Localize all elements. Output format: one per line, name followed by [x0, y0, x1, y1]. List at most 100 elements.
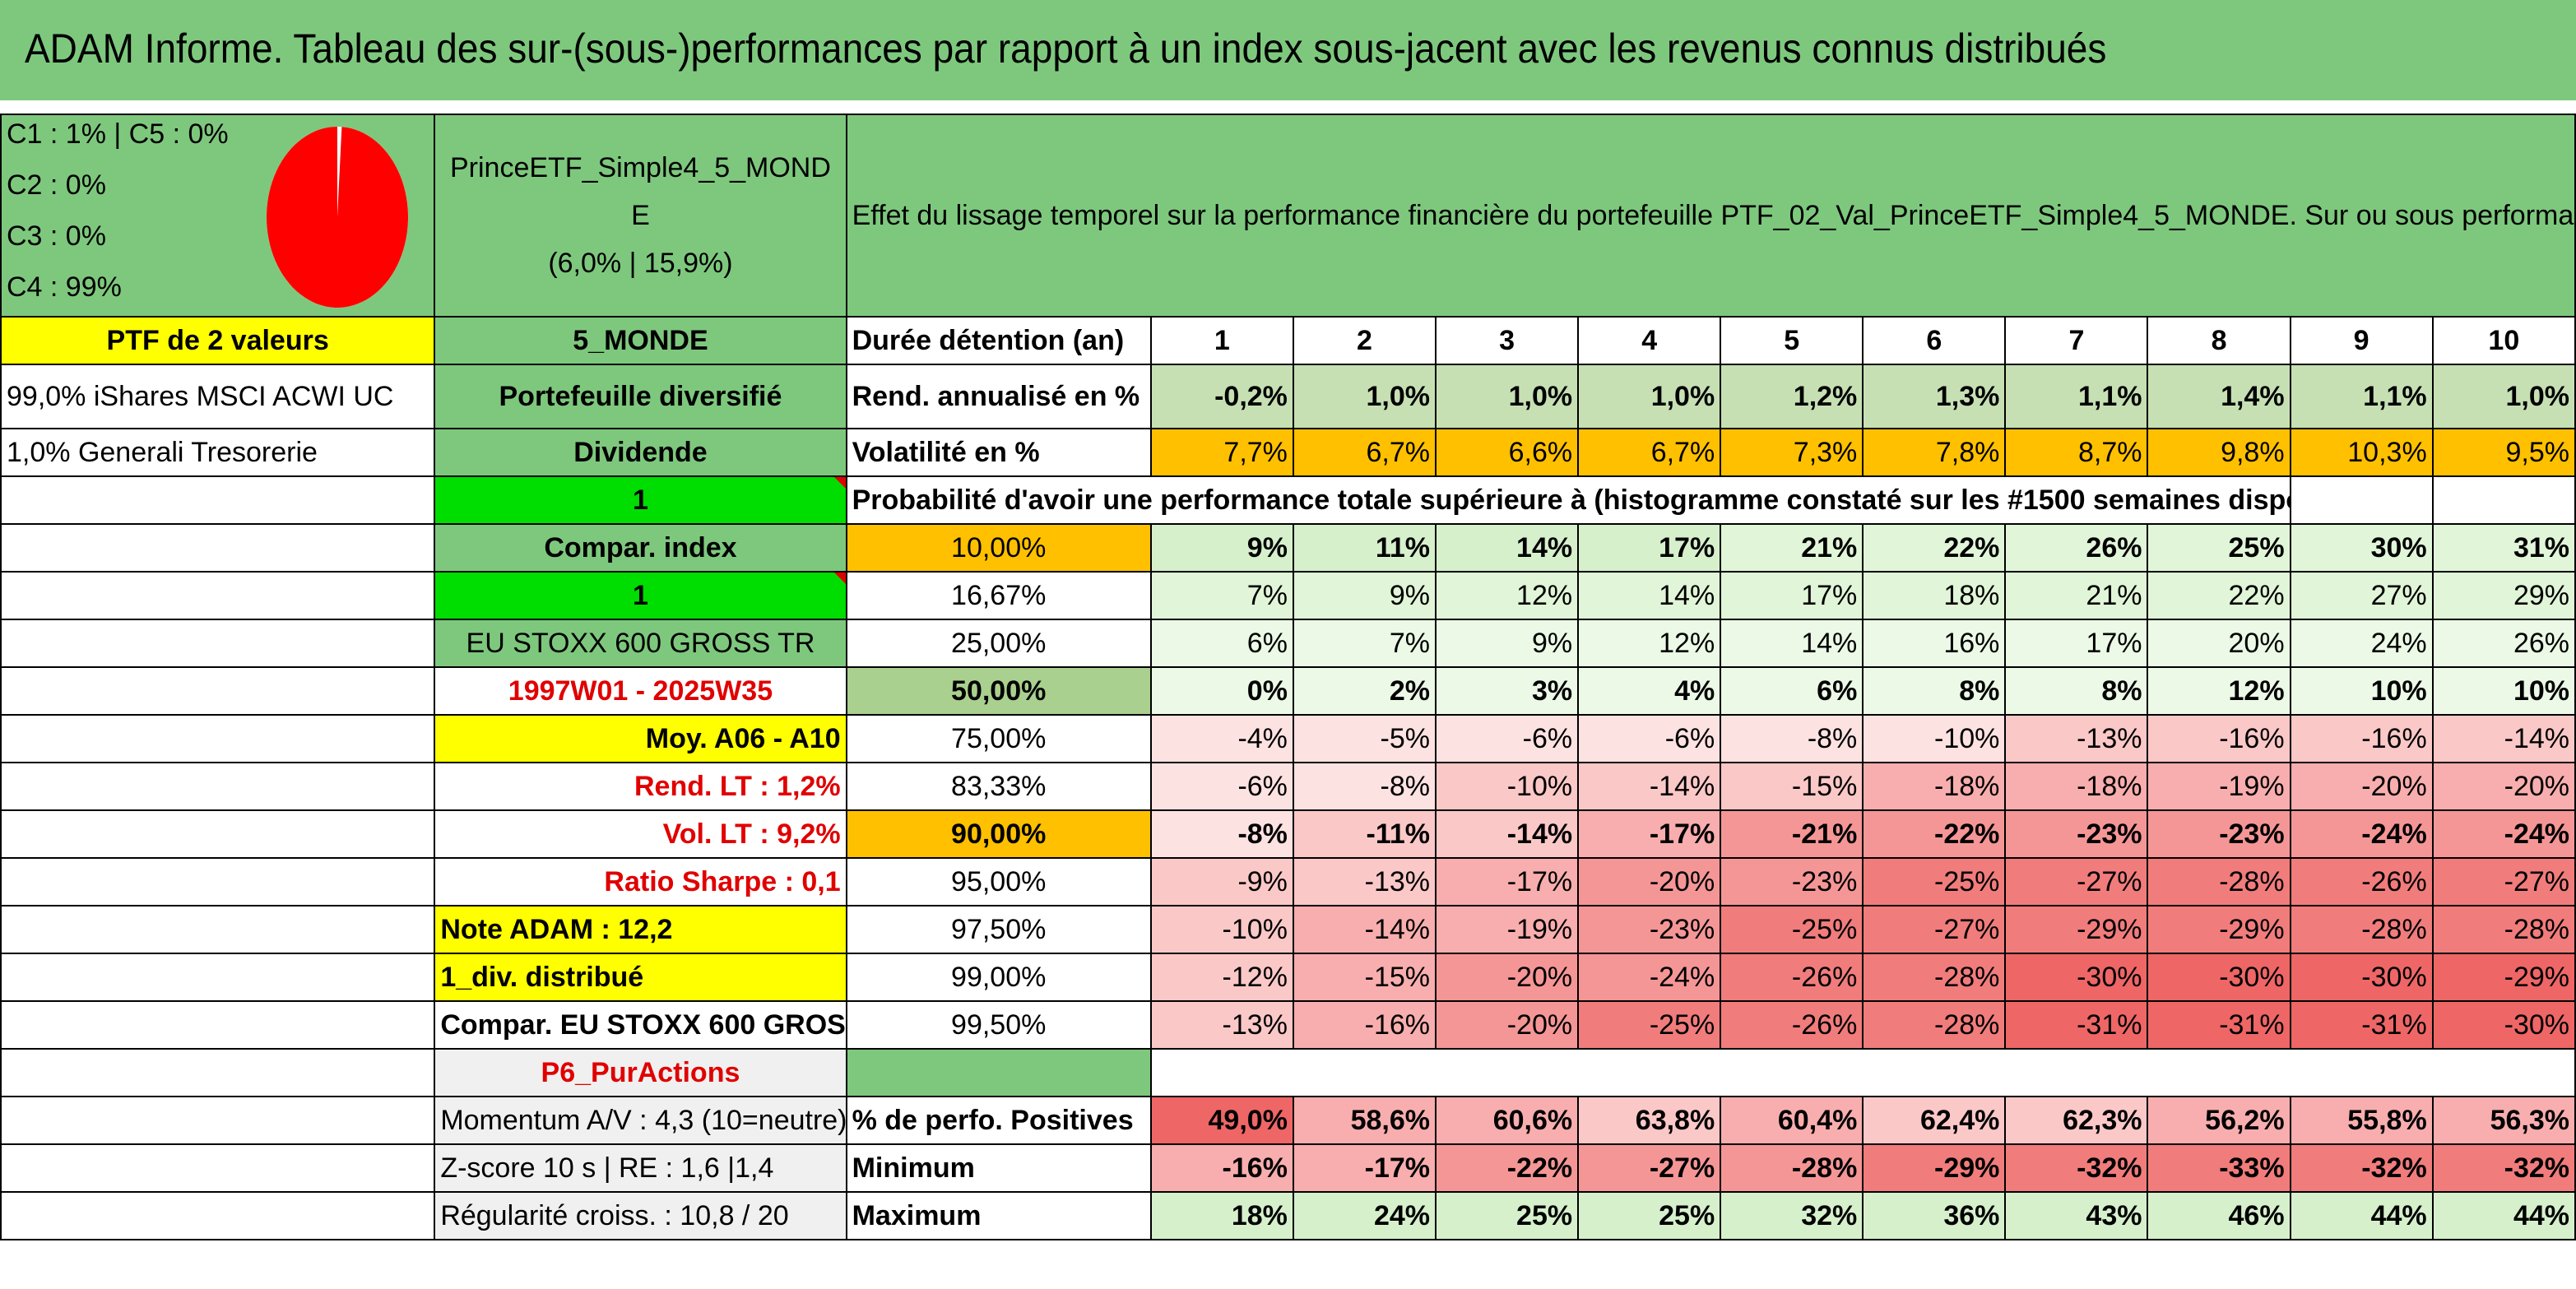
minimum-1: -16%	[1149, 1143, 1294, 1193]
portfolio-type: Portefeuille diversifié	[434, 364, 847, 429]
year-2: 2	[1292, 316, 1437, 365]
compar-index: Compar. index	[434, 523, 847, 573]
proba-value: 24%	[2289, 619, 2434, 668]
proba-value: 21%	[2004, 571, 2149, 620]
proba-value: -30%	[2004, 953, 2149, 1002]
proba-value: -28%	[2431, 905, 2576, 954]
proba-value: 14%	[1720, 619, 1864, 668]
dividende-label: Dividende	[434, 428, 847, 477]
spacer	[0, 100, 2576, 114]
performance-table: C1 : 1% | C5 : 0% C2 : 0% C3 : 0% C4 : 9…	[0, 114, 2576, 1240]
vol-6: 7,8%	[1862, 428, 2007, 477]
proba-value: 21%	[1720, 523, 1864, 573]
proba-value: -18%	[2004, 762, 2149, 811]
note-adam: Note ADAM : 12,2	[434, 905, 847, 954]
proba-value: 30%	[2289, 523, 2434, 573]
proba-value: 14%	[1435, 523, 1580, 573]
minimum-10: -32%	[2431, 1143, 2576, 1193]
rend-6: 1,3%	[1862, 364, 2007, 429]
threshold-6: 83,33%	[845, 762, 1152, 811]
proba-value: 8%	[2004, 666, 2149, 716]
table-row: 99,0% iShares MSCI ACWI UC Portefeuille d…	[0, 364, 2576, 429]
table-row: 1 16,67% 7% 9% 12% 14% 17% 18% 21% 22% 27% 29%	[0, 571, 2576, 620]
proba-value: -16%	[1292, 1000, 1437, 1050]
table-row: P6_PurActions	[0, 1048, 2576, 1097]
proba-value: -20%	[1435, 953, 1580, 1002]
moy-label: Moy. A06 - A10	[434, 714, 847, 763]
minimum-6: -29%	[1862, 1143, 2007, 1193]
table-row: Vol. LT : 9,2% 90,00% -8% -11% -14% -17% -21% -…	[0, 809, 2576, 859]
proba-value: -14%	[2431, 714, 2576, 763]
proba-value: 17%	[1577, 523, 1722, 573]
proba-value: -22%	[1862, 809, 2007, 859]
threshold-8: 95,00%	[845, 857, 1152, 906]
proba-value: -23%	[1577, 905, 1722, 954]
sharpe: Ratio Sharpe : 0,1	[434, 857, 847, 906]
proba-value: -24%	[2431, 809, 2576, 859]
vol-2: 6,7%	[1292, 428, 1437, 477]
year-8: 8	[2147, 316, 2291, 365]
empty-cell	[0, 1048, 436, 1097]
proba-value: -14%	[1435, 809, 1580, 859]
portfolio-code: 5_MONDE	[434, 316, 847, 365]
proba-value: 2%	[1292, 666, 1437, 716]
minimum-3: -22%	[1435, 1143, 1580, 1193]
proba-value: 10%	[2431, 666, 2576, 716]
proba-value: -26%	[1720, 953, 1864, 1002]
empty-cell	[845, 1048, 1152, 1097]
proba-value: -28%	[2147, 857, 2291, 906]
description: Effet du lissage temporel sur la perform…	[845, 114, 2576, 318]
proba-value: -29%	[2147, 905, 2291, 954]
proba-value: -26%	[1720, 1000, 1864, 1050]
proba-value: -26%	[2289, 857, 2434, 906]
portfolio-title-cell: PrinceETF_Simple4_5_MOND E (6,0% | 15,9%…	[434, 114, 847, 318]
label-positives: % de perfo. Positives	[845, 1096, 1152, 1145]
positives-9: 55,8%	[2289, 1096, 2434, 1145]
table-row: Régularité croiss. : 10,8 / 20 Maximum 18%…	[0, 1191, 2576, 1240]
proba-value: 8%	[1862, 666, 2007, 716]
year-5: 5	[1720, 316, 1864, 365]
allocation-legend-cell: C1 : 1% | C5 : 0% C2 : 0% C3 : 0% C4 : 9…	[0, 114, 436, 318]
proba-value: -21%	[1720, 809, 1864, 859]
table-row: 1997W01 - 2025W35 50,00% 0% 2% 3% 4% 6% 8% 8% 12%…	[0, 666, 2576, 716]
proba-value: 29%	[2431, 571, 2576, 620]
momentum: Momentum A/V : 4,3 (10=neutre)	[434, 1096, 847, 1145]
proba-value: -30%	[2289, 953, 2434, 1002]
proba-value: -10%	[1435, 762, 1580, 811]
rend-5: 1,2%	[1720, 364, 1864, 429]
proba-value: -29%	[2431, 953, 2576, 1002]
rend-7: 1,1%	[2004, 364, 2149, 429]
empty-cell	[0, 1000, 436, 1050]
proba-value: 10%	[2289, 666, 2434, 716]
flag-one-b: 1	[434, 571, 847, 620]
allocation-pie-chart	[267, 127, 408, 308]
proba-value: -10%	[1149, 905, 1294, 954]
threshold-1: 10,00%	[845, 523, 1152, 573]
threshold-9: 97,50%	[845, 905, 1152, 954]
proba-value: -16%	[2289, 714, 2434, 763]
proba-value: 3%	[1435, 666, 1580, 716]
rend-2: 1,0%	[1292, 364, 1437, 429]
proba-value: -29%	[2004, 905, 2149, 954]
maximum-9: 44%	[2289, 1191, 2434, 1240]
proba-value: -19%	[1435, 905, 1580, 954]
empty-cell	[0, 571, 436, 620]
vol-10: 9,5%	[2431, 428, 2576, 477]
flag-one-a: 1	[434, 475, 847, 525]
proba-value: 17%	[1720, 571, 1864, 620]
vol-8: 9,8%	[2147, 428, 2291, 477]
minimum-9: -32%	[2289, 1143, 2434, 1193]
proba-value: -6%	[1149, 762, 1294, 811]
year-9: 9	[2289, 316, 2434, 365]
year-7: 7	[2004, 316, 2149, 365]
index-name: EU STOXX 600 GROSS TR	[434, 619, 847, 668]
table-row: PTF de 2 valeurs 5_MONDE Durée détention (…	[0, 316, 2576, 365]
empty-cell	[0, 714, 436, 763]
label-vol: Volatilité en %	[845, 428, 1152, 477]
proba-value: -31%	[2147, 1000, 2291, 1050]
table-row: Moy. A06 - A10 75,00% -4% -5% -6% -6% -8% -10% -…	[0, 714, 2576, 763]
proba-value: -28%	[2289, 905, 2434, 954]
proba-value: -8%	[1292, 762, 1437, 811]
positives-6: 62,4%	[1862, 1096, 2007, 1145]
proba-value: -27%	[2004, 857, 2149, 906]
